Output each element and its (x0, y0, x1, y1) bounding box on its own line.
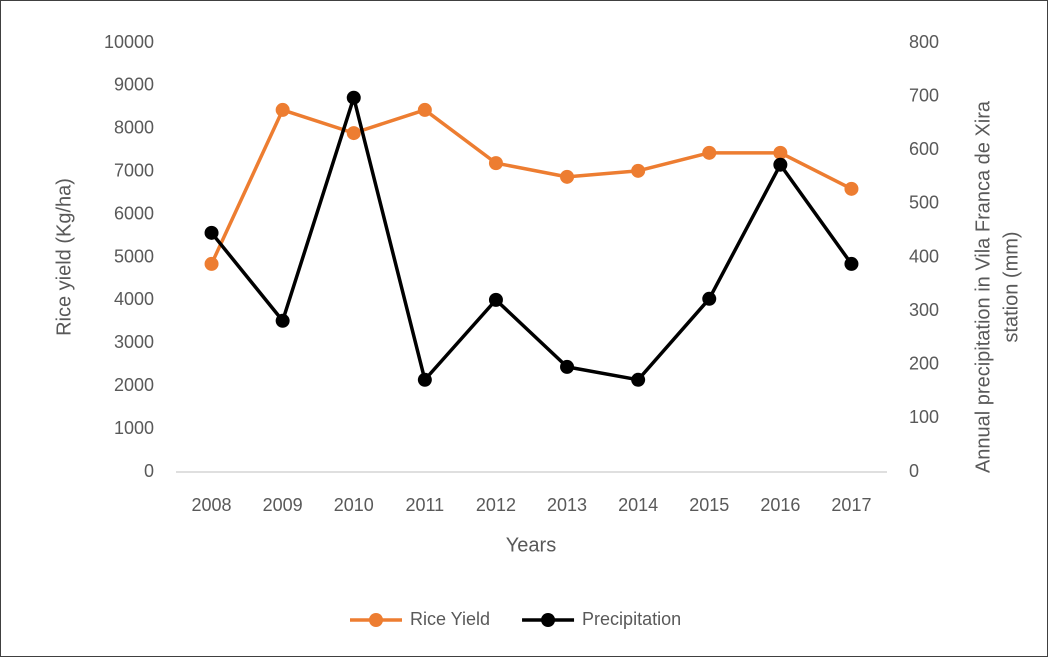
data-point (417, 102, 432, 117)
legend-label: Rice Yield (410, 609, 490, 629)
y-tick-label: 1000 (114, 418, 154, 438)
data-point (631, 163, 646, 178)
y2-tick-label: 700 (909, 85, 939, 105)
series-line (209, 108, 853, 265)
y-axis-title: Rice yield (Kg/ha) (53, 178, 75, 336)
data-point (417, 372, 432, 387)
x-tick-label: 2009 (263, 495, 303, 515)
x-tick-label: 2008 (192, 495, 232, 515)
x-tick-label: 2011 (405, 495, 444, 515)
y2-tick-label: 200 (909, 354, 939, 374)
y-tick-label: 6000 (114, 203, 154, 223)
y-tick-label: 2000 (114, 375, 154, 395)
data-point (560, 359, 575, 374)
x-axis-title: Years (506, 534, 556, 556)
legend-marker (541, 613, 556, 627)
y-tick-label: 9000 (114, 75, 154, 95)
series-line (210, 95, 853, 382)
y2-tick-label: 800 (909, 32, 939, 52)
x-tick-label: 2015 (689, 495, 729, 515)
y2-tick-label: 500 (909, 193, 939, 213)
data-point (204, 225, 219, 240)
data-point (631, 372, 646, 387)
data-point (275, 313, 290, 328)
y-tick-label: 3000 (114, 332, 154, 352)
y2-axis-title: station (mm) (1000, 231, 1022, 342)
data-point (702, 291, 717, 306)
data-point (702, 145, 717, 160)
data-point (346, 90, 361, 105)
x-tick-label: 2017 (831, 495, 871, 515)
y-tick-label: 0 (144, 461, 154, 481)
y-tick-label: 4000 (114, 289, 154, 309)
y-tick-label: 10000 (104, 32, 154, 52)
data-point (773, 145, 788, 160)
data-point (844, 256, 859, 271)
y2-tick-label: 400 (909, 246, 939, 266)
data-point (346, 126, 361, 141)
x-tick-label: 2014 (618, 495, 658, 515)
y2-tick-label: 0 (909, 461, 919, 481)
data-point (844, 181, 859, 196)
data-point (204, 256, 219, 271)
data-point (488, 292, 503, 307)
data-point (560, 169, 575, 184)
x-tick-label: 2010 (334, 495, 374, 515)
y-tick-label: 8000 (114, 118, 154, 138)
data-point (773, 157, 788, 172)
data-point (275, 102, 290, 117)
data-point (488, 156, 503, 171)
y2-tick-label: 100 (909, 407, 939, 427)
x-tick-label: 2016 (760, 495, 800, 515)
y-tick-label: 5000 (114, 246, 154, 266)
y2-tick-label: 300 (909, 300, 939, 320)
legend-marker (369, 613, 383, 627)
x-tick-label: 2012 (476, 495, 516, 515)
y2-tick-label: 600 (909, 139, 939, 159)
y2-axis-title: Annual precipitation in Vila Franca de X… (972, 100, 994, 473)
y-tick-label: 7000 (114, 160, 154, 180)
legend-label: Precipitation (582, 609, 681, 629)
x-tick-label: 2013 (547, 495, 587, 515)
